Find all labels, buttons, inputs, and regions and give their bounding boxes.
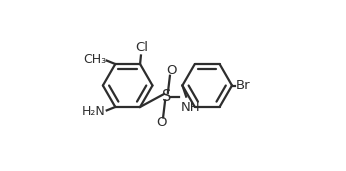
Text: NH: NH [181, 101, 201, 114]
Text: O: O [166, 64, 176, 77]
Text: Cl: Cl [135, 41, 148, 54]
Text: S: S [162, 89, 171, 104]
Text: O: O [157, 116, 167, 129]
Text: Br: Br [236, 79, 251, 92]
Text: CH₃: CH₃ [83, 53, 106, 66]
Text: H₂N: H₂N [82, 105, 106, 118]
